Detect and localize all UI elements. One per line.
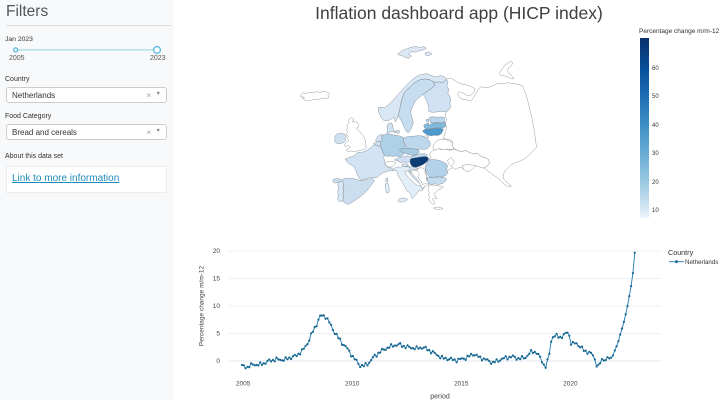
svg-text:0: 0 [216,358,220,365]
svg-text:15: 15 [213,276,221,283]
svg-text:Percentage change m/m-12: Percentage change m/m-12 [199,266,206,347]
svg-text:2010: 2010 [345,380,360,387]
svg-text:10: 10 [213,303,221,310]
svg-text:5: 5 [216,331,220,338]
svg-text:2015: 2015 [454,380,469,387]
svg-text:Netherlands: Netherlands [685,259,718,266]
svg-text:Country: Country [668,248,694,257]
svg-text:20: 20 [213,248,221,255]
svg-text:period: period [430,394,450,400]
svg-text:2005: 2005 [236,380,251,387]
svg-text:2020: 2020 [563,380,578,387]
